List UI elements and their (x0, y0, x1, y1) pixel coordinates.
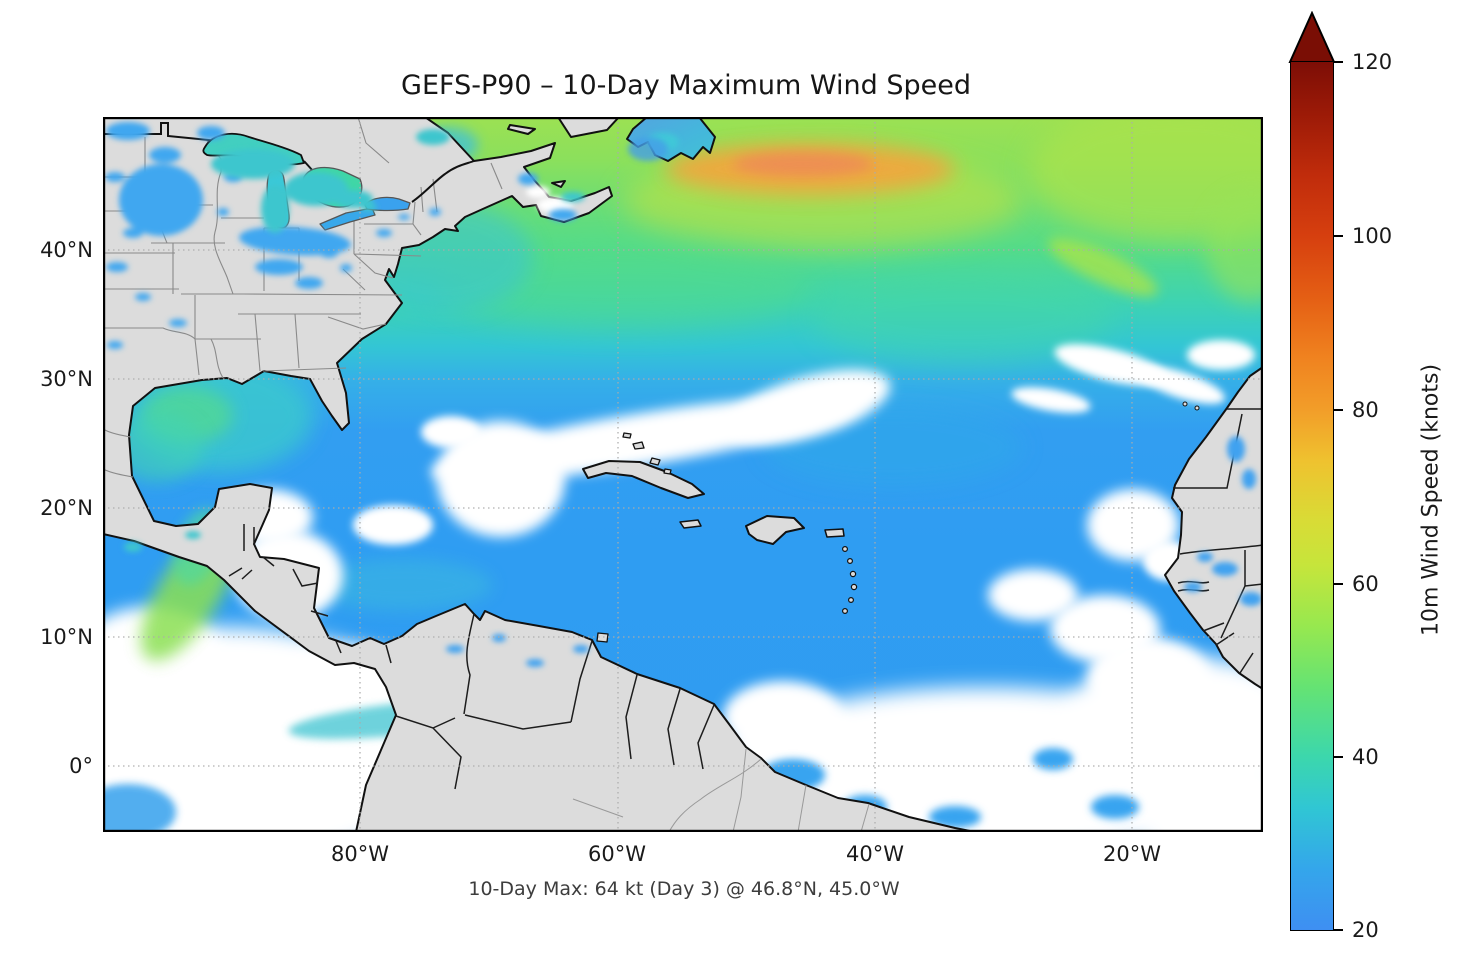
ytick-30n: 30°N (40, 367, 93, 391)
newfoundland-patches (628, 133, 679, 161)
map-canvas (0, 102, 1328, 877)
colorbar-tick-60 (1334, 583, 1343, 585)
colorbar-tick-120 (1334, 61, 1343, 63)
land-canary-islands (1182, 401, 1200, 411)
lake-erie (319, 207, 376, 231)
colorbar-label-40: 40 (1352, 745, 1379, 769)
colorbar-tick-20 (1334, 929, 1343, 931)
land-lesser-antilles (841, 546, 858, 615)
xtick-80w: 80°W (331, 842, 389, 866)
colorbar-extend-arrow (1288, 11, 1336, 63)
xtick-40w: 40°W (846, 842, 904, 866)
ytick-10n: 10°N (40, 625, 93, 649)
land-jamaica (679, 519, 702, 529)
land-pei (551, 180, 566, 188)
colorbar-tick-100 (1334, 235, 1343, 237)
nova-scotia-patches (518, 173, 585, 221)
colorbar-label-80: 80 (1352, 398, 1379, 422)
ytick-40n: 40°N (40, 238, 93, 262)
land-puerto-rico (824, 528, 845, 538)
land-americas (102, 116, 976, 833)
colorbar-label-20: 20 (1352, 918, 1379, 942)
xtick-60w: 60°W (588, 842, 646, 866)
colorbar-axis-label: 10m Wind Speed (knots) (1418, 363, 1444, 637)
graticule (103, 117, 1263, 832)
south-america-patches (446, 634, 589, 667)
africa-patches (1184, 436, 1262, 606)
axes-frame (102, 116, 1264, 833)
colorbar-tick-40 (1334, 756, 1343, 758)
colorbar-tick-80 (1334, 409, 1343, 411)
plot-title: GEFS-P90 – 10-Day Maximum Wind Speed (401, 70, 971, 101)
land-trinidad (596, 632, 609, 643)
max-annotation: 10-Day Max: 64 kt (Day 3) @ 46.8°N, 45.0… (468, 878, 900, 900)
land-hispaniola (745, 515, 805, 545)
colorbar-label-120: 120 (1352, 50, 1393, 74)
colorbar-label-60: 60 (1352, 572, 1379, 596)
land-cuba (582, 460, 705, 499)
xtick-20w: 20°W (1103, 842, 1161, 866)
colorbar-label-100: 100 (1352, 224, 1393, 248)
colorbar (1290, 61, 1334, 931)
map-plot (0, 102, 1328, 877)
overland-wind-patches (105, 122, 1262, 667)
land-bahamas (622, 432, 672, 475)
land-anticosti (507, 124, 536, 135)
ytick-0: 0° (69, 754, 93, 778)
country-borders (228, 408, 1264, 790)
ytick-20n: 20°N (40, 496, 93, 520)
brazil-state-borders (572, 748, 870, 833)
